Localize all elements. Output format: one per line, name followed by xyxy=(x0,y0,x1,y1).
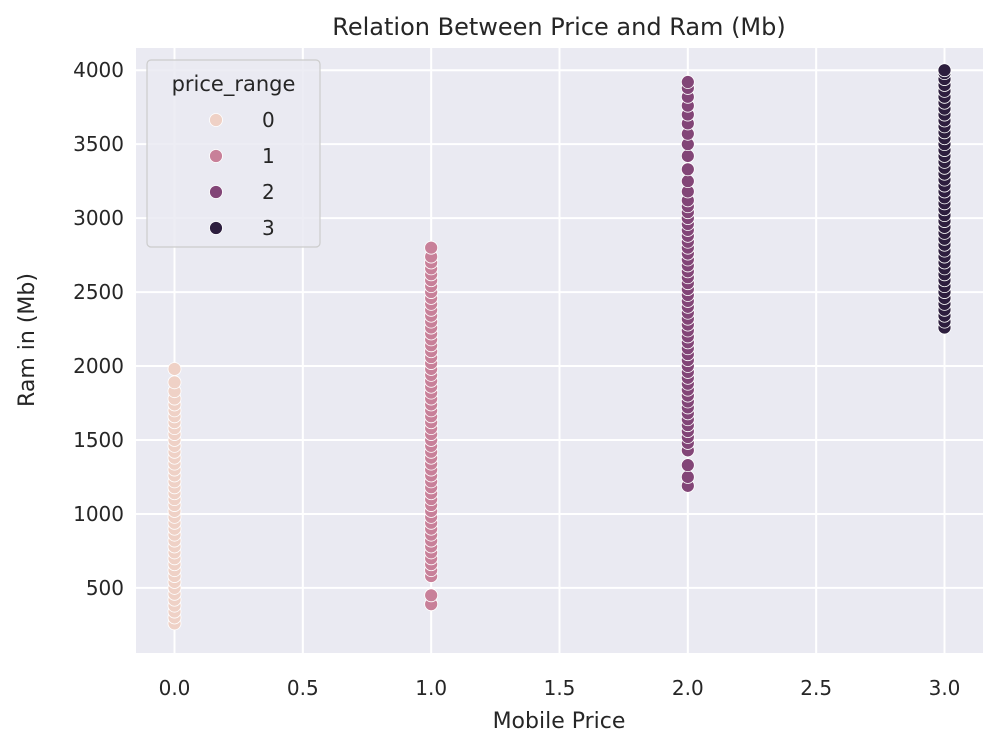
legend-title: price_range xyxy=(172,72,296,97)
y-tick-label: 1000 xyxy=(73,502,124,526)
x-axis-label: Mobile Price xyxy=(493,709,626,734)
legend-label: 1 xyxy=(262,144,275,168)
data-point xyxy=(680,174,695,189)
legend-label: 3 xyxy=(262,216,275,240)
data-point xyxy=(680,149,695,163)
legend: price_range 0 1 2 3 xyxy=(146,59,321,248)
y-tick-label: 2000 xyxy=(73,354,124,378)
data-point xyxy=(167,362,182,376)
y-tick-labels: 500 1000 1500 2000 2500 3000 3500 4000 xyxy=(73,58,124,600)
x-tick-label: 3.0 xyxy=(929,676,961,700)
legend-marker xyxy=(209,113,223,127)
grid-lines xyxy=(136,48,983,653)
data-point xyxy=(680,458,695,473)
y-tick-label: 2500 xyxy=(73,280,124,304)
data-point xyxy=(680,470,695,484)
legend-marker xyxy=(209,185,223,199)
x-tick-label: 2.0 xyxy=(672,676,704,700)
y-tick-label: 4000 xyxy=(73,58,124,82)
x-tick-label: 1.0 xyxy=(415,676,447,700)
data-points xyxy=(167,63,952,631)
legend-marker xyxy=(209,221,223,235)
legend-entry: 0 xyxy=(209,108,275,132)
series-1 xyxy=(424,240,439,612)
x-tick-label: 2.5 xyxy=(800,676,832,700)
legend-entry: 1 xyxy=(209,144,275,168)
legend-label: 2 xyxy=(262,180,275,204)
data-point xyxy=(167,375,182,390)
legend-label: 0 xyxy=(262,108,275,132)
y-axis-label: Ram in (Mb) xyxy=(15,273,40,407)
x-tick-labels: 0.0 0.5 1.0 1.5 2.0 2.5 3.0 xyxy=(159,676,961,700)
legend-entry: 3 xyxy=(209,216,275,240)
y-tick-label: 500 xyxy=(86,576,124,600)
data-point xyxy=(937,63,952,78)
legend-box xyxy=(146,59,321,248)
y-tick-label: 3000 xyxy=(73,206,124,230)
data-point xyxy=(424,240,439,255)
data-point xyxy=(424,588,439,603)
x-tick-label: 1.5 xyxy=(544,676,576,700)
data-point xyxy=(680,162,695,177)
x-tick-label: 0.0 xyxy=(159,676,191,700)
x-tick-label: 0.5 xyxy=(287,676,319,700)
chart-title: Relation Between Price and Ram (Mb) xyxy=(332,13,785,41)
legend-marker xyxy=(209,149,223,163)
series-3 xyxy=(937,63,952,335)
y-tick-label: 3500 xyxy=(73,132,124,156)
data-point xyxy=(680,75,695,89)
legend-entries: 0 1 2 3 xyxy=(209,108,275,240)
series-0 xyxy=(167,362,182,631)
series-2 xyxy=(680,75,695,493)
y-tick-label: 1500 xyxy=(73,428,124,452)
legend-entry: 2 xyxy=(209,180,275,204)
